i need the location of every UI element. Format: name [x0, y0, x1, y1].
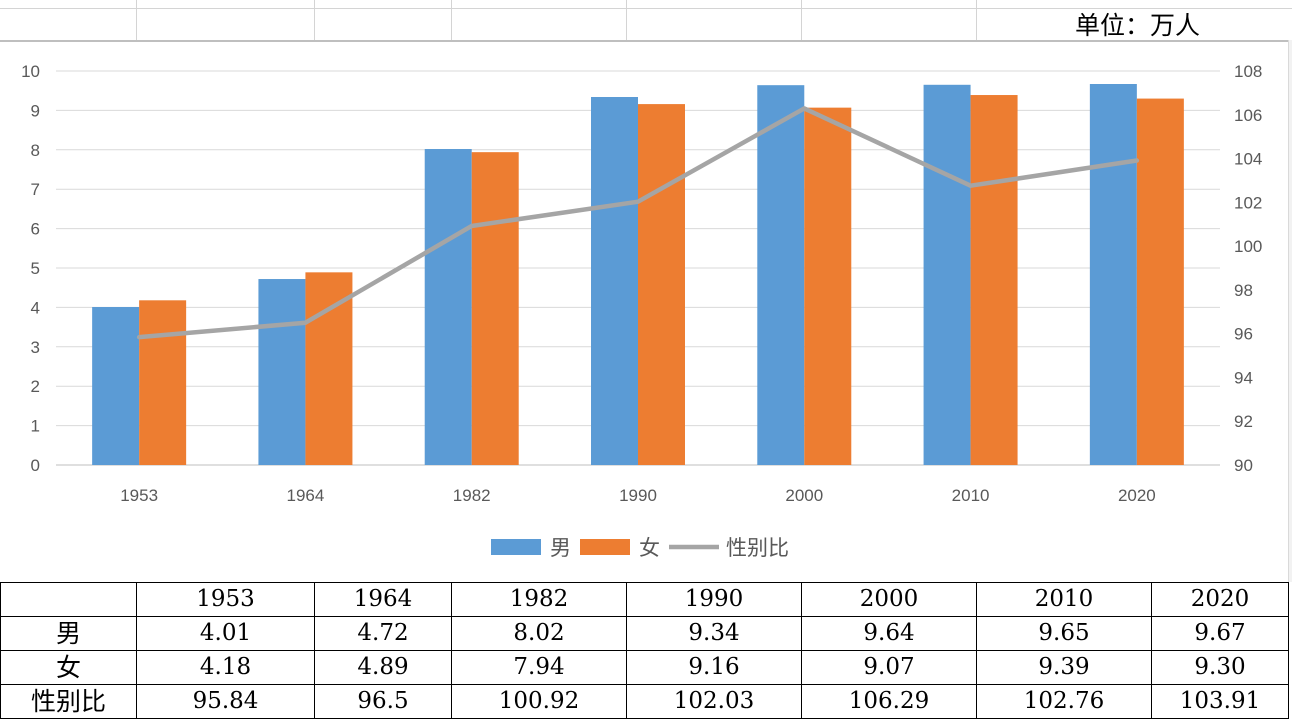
y-right-tick-label: 92: [1234, 412, 1253, 431]
x-tick-label: 1964: [287, 486, 325, 505]
table-cell[interactable]: 103.91: [1151, 684, 1289, 719]
table-cell[interactable]: 9.34: [626, 616, 802, 651]
y-left-tick-label: 9: [31, 101, 40, 120]
bar-female: [139, 300, 187, 465]
y-left-tick-label: 1: [31, 417, 40, 436]
y-right-tick-label: 106: [1234, 106, 1262, 125]
row-label-female[interactable]: 女: [0, 650, 137, 685]
sheet-gridline: [0, 8, 1292, 9]
table-cell[interactable]: 9.65: [976, 616, 1152, 651]
sheet-gridline: [801, 0, 802, 40]
x-tick-label: 1982: [453, 486, 491, 505]
row-label-sex-ratio[interactable]: 性别比: [0, 684, 137, 719]
data-table: 1953 1964 1982 1990 2000 2010 2020 男 4.0…: [0, 582, 1289, 719]
sheet-gridline: [136, 0, 137, 40]
legend-label: 性别比: [726, 536, 789, 560]
table-header-cell[interactable]: 2000: [801, 582, 977, 617]
legend-swatch: [580, 539, 630, 555]
scroll-edge: [1288, 40, 1292, 582]
y-left-tick-label: 6: [31, 220, 40, 239]
table-header-cell[interactable]: 1953: [136, 582, 315, 617]
unit-label: 单位：万人: [1074, 11, 1200, 40]
bar-male: [1089, 84, 1137, 465]
table-header-row: 1953 1964 1982 1990 2000 2010 2020: [0, 582, 1289, 617]
bar-male: [757, 85, 805, 466]
table-header-cell[interactable]: 2010: [976, 582, 1152, 617]
bar-female: [804, 107, 852, 465]
row-label-male[interactable]: 男: [0, 616, 137, 651]
y-right-tick-label: 94: [1234, 368, 1253, 387]
y-right-tick-label: 104: [1234, 150, 1262, 169]
table-cell[interactable]: 4.72: [314, 616, 452, 651]
table-row: 女 4.18 4.89 7.94 9.16 9.07 9.39 9.30: [0, 650, 1289, 685]
table-cell[interactable]: 4.01: [136, 616, 315, 651]
y-left-tick-label: 8: [31, 141, 40, 160]
y-right-tick-label: 90: [1234, 456, 1253, 475]
bar-female: [305, 272, 353, 465]
y-left-tick-label: 10: [21, 62, 40, 81]
table-header-cell[interactable]: 1990: [626, 582, 802, 617]
table-header-cell[interactable]: 1982: [451, 582, 627, 617]
table-cell[interactable]: 95.84: [136, 684, 315, 719]
spreadsheet-header-row: 单位：万人: [0, 0, 1292, 40]
table-cell[interactable]: 102.76: [976, 684, 1152, 719]
bar-male: [591, 97, 638, 465]
line-sex-ratio: [136, 106, 1140, 340]
table-cell[interactable]: 9.67: [1151, 616, 1289, 651]
x-tick-label: 2010: [952, 486, 990, 505]
sheet-gridline: [451, 0, 452, 40]
x-tick-label: 2000: [785, 486, 823, 505]
y-right-tick-label: 98: [1234, 281, 1253, 300]
x-tick-label: 2020: [1118, 486, 1156, 505]
bar-female: [970, 95, 1018, 465]
bar-male: [92, 307, 140, 465]
legend-label: 男: [550, 536, 571, 560]
table-cell[interactable]: 106.29: [801, 684, 977, 719]
x-tick-label: 1990: [619, 486, 657, 505]
table-cell[interactable]: 8.02: [451, 616, 627, 651]
table-cell[interactable]: 9.30: [1151, 650, 1289, 685]
bar-male: [258, 279, 306, 465]
table-cell[interactable]: 96.5: [314, 684, 452, 719]
bar-female: [638, 104, 685, 465]
y-right-tick-label: 102: [1234, 193, 1262, 212]
table-cell[interactable]: 9.64: [801, 616, 977, 651]
table-cell[interactable]: 9.39: [976, 650, 1152, 685]
y-left-tick-label: 3: [31, 338, 40, 357]
table-row: 男 4.01 4.72 8.02 9.34 9.64 9.65 9.67: [0, 616, 1289, 651]
table-cell[interactable]: 102.03: [626, 684, 802, 719]
sheet-gridline: [314, 0, 315, 40]
table-cell[interactable]: 9.07: [801, 650, 977, 685]
y-left-tick-label: 5: [31, 259, 40, 278]
x-tick-label: 1953: [120, 486, 158, 505]
table-cell[interactable]: 4.18: [136, 650, 315, 685]
table-cell[interactable]: 7.94: [451, 650, 627, 685]
table-cell[interactable]: 100.92: [451, 684, 627, 719]
y-right-tick-label: 100: [1234, 237, 1262, 256]
sheet-gridline: [626, 0, 627, 40]
y-right-tick-label: 108: [1234, 62, 1262, 81]
legend-swatch: [491, 539, 541, 555]
sheet-gridline: [976, 0, 977, 40]
table-header-cell[interactable]: 1964: [314, 582, 452, 617]
table-cell[interactable]: 4.89: [314, 650, 452, 685]
table-corner-cell[interactable]: [0, 582, 137, 617]
combo-chart: 0 1 2 3 4 5 6 7 8 9 10 90 92 94 96 98 100 102 104 106 108 195…: [21, 62, 1262, 560]
bar-male: [424, 149, 472, 465]
y-left-tick-label: 2: [31, 377, 40, 396]
y-left-tick-label: 0: [31, 456, 40, 475]
table-cell[interactable]: 9.16: [626, 650, 802, 685]
legend-label: 女: [639, 536, 660, 560]
y-right-tick-label: 96: [1234, 325, 1253, 344]
bar-female: [471, 152, 519, 465]
table-row: 性别比 95.84 96.5 100.92 102.03 106.29 102.…: [0, 684, 1289, 719]
y-left-tick-label: 7: [31, 180, 40, 199]
bar-female: [1136, 98, 1184, 465]
chart-area[interactable]: 0 1 2 3 4 5 6 7 8 9 10 90 92 94 96 98 100 102 104 106 108 195…: [0, 40, 1288, 584]
table-header-cell[interactable]: 2020: [1151, 582, 1289, 617]
bar-male: [923, 84, 971, 465]
y-left-tick-label: 4: [31, 298, 40, 317]
